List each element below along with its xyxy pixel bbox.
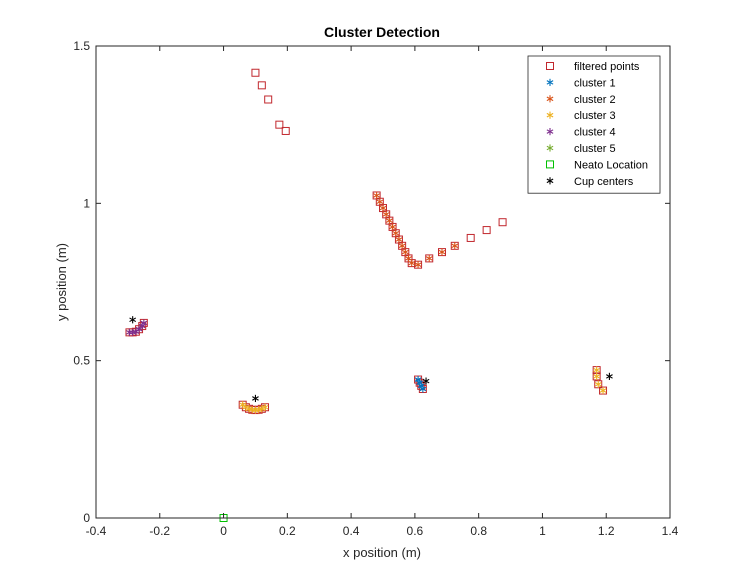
legend-label: cluster 2 (574, 94, 616, 106)
data-point (129, 316, 137, 324)
legend-entry: cluster 5 (546, 143, 616, 155)
data-point (132, 328, 140, 336)
data-point (275, 120, 284, 129)
legend-label: cluster 3 (574, 110, 616, 122)
data-marks (125, 68, 613, 522)
x-tick-label: -0.4 (86, 524, 107, 538)
data-point (414, 261, 422, 269)
data-point (593, 372, 601, 380)
x-tick-label: 0.6 (407, 524, 424, 538)
legend-marker (546, 78, 554, 86)
legend-label: filtered points (574, 61, 640, 73)
axes-box (95, 45, 671, 519)
data-point (593, 366, 601, 374)
data-point (482, 226, 491, 235)
legend-marker (546, 177, 554, 185)
data-point (252, 394, 259, 403)
series-cluster-4 (126, 319, 148, 336)
legend-entry: filtered points (546, 61, 640, 73)
data-point (408, 259, 416, 267)
x-tick-label: 0.8 (470, 524, 487, 538)
legend-entry: Cup centers (546, 176, 634, 188)
legend-label: cluster 5 (574, 143, 616, 155)
data-point (239, 401, 247, 409)
data-point (422, 377, 430, 385)
data-point (140, 319, 148, 327)
x-tick-label: 0.4 (343, 524, 360, 538)
x-tick-label: 0 (220, 524, 227, 538)
data-point (395, 235, 403, 244)
x-tick-label: -0.2 (149, 524, 170, 538)
legend-marker (546, 111, 554, 119)
x-axis-label: x position (m) (343, 545, 421, 560)
y-tick-label: 0 (83, 511, 90, 525)
legend-label: cluster 1 (574, 77, 616, 89)
data-point (438, 248, 446, 256)
series-cluster-2 (373, 191, 459, 269)
legend-entry: Neato Location (546, 159, 648, 171)
legend-marker (546, 95, 554, 103)
data-point (405, 254, 412, 262)
data-point (389, 223, 396, 231)
legend-entry: cluster 1 (546, 77, 616, 89)
data-point (425, 254, 433, 262)
x-tick-label: 1.2 (598, 524, 615, 538)
legend: filtered points cluster 1 cluster 2 cluster… (527, 55, 661, 194)
y-axis-label: y position (m) (54, 243, 69, 321)
series-cluster-3 (239, 366, 607, 414)
data-point (392, 229, 400, 237)
data-point (135, 325, 143, 333)
data-point (257, 81, 266, 90)
chart-title: Cluster Detection (324, 24, 440, 40)
legend-marker (546, 144, 554, 152)
data-point (261, 403, 269, 411)
data-point (599, 386, 607, 395)
data-point (376, 198, 384, 206)
series-cup-centers (129, 316, 613, 403)
legend-marker (546, 160, 554, 169)
legend-label: Neato Location (574, 159, 648, 171)
data-point (264, 95, 273, 104)
legend-marker (546, 62, 554, 70)
data-point (451, 242, 459, 250)
data-point (251, 68, 260, 77)
legend-label: cluster 4 (574, 127, 616, 139)
data-point (606, 372, 613, 380)
series-cluster-1 (414, 375, 427, 393)
y-tick-label: 1.5 (73, 39, 90, 53)
x-tick-label: 0.2 (279, 524, 296, 538)
data-point (498, 218, 507, 227)
legend-entry: cluster 3 (546, 110, 616, 122)
legend-entry: cluster 2 (546, 94, 616, 106)
y-tick-label: 0.5 (73, 354, 90, 368)
y-tick-label: 1 (83, 196, 90, 210)
legend-entry: cluster 4 (546, 127, 616, 139)
data-point (379, 204, 387, 212)
data-point (398, 242, 406, 250)
data-point (401, 248, 409, 256)
legend-label: Cup centers (574, 176, 634, 188)
data-point (382, 210, 390, 218)
x-tick-label: 1 (539, 524, 546, 538)
data-point (594, 380, 602, 388)
data-point (385, 217, 393, 225)
data-point (281, 126, 290, 135)
data-point (466, 233, 475, 242)
axes: -0.4 -0.2 0 0.2 0.4 0.6 0.8 1 1.2 1.4 0 0.5 1 1.5 (73, 39, 678, 538)
legend-marker (546, 128, 554, 136)
data-point (373, 191, 381, 200)
data-point (419, 385, 427, 393)
x-tick-label: 1.4 (662, 524, 679, 538)
